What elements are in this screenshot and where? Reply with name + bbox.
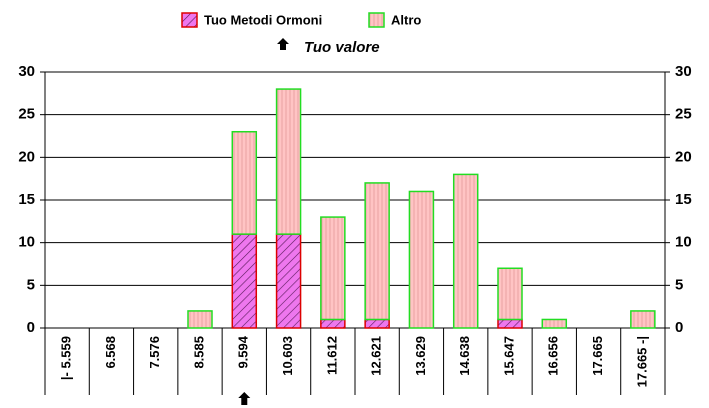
x-tick-label: 6.568 (103, 336, 118, 369)
bar (497, 267, 523, 321)
annotation-text: Tuo valore (304, 39, 380, 56)
x-tick-label: 7.576 (147, 336, 162, 369)
y2-tick-label: 30 (675, 63, 692, 80)
annotation-arrow (277, 38, 289, 50)
y2-tick-label: 5 (675, 276, 683, 293)
y-tick-label: 25 (18, 106, 35, 123)
legend-swatch (368, 12, 385, 28)
bar (497, 318, 523, 329)
x-tick-label: 17.665 -| (634, 336, 649, 387)
bar (320, 318, 346, 329)
y-tick-label: 10 (18, 234, 35, 251)
bar (231, 130, 258, 235)
y2-tick-label: 0 (675, 319, 683, 336)
legend-swatch (181, 12, 198, 28)
bar (630, 310, 656, 329)
bar (408, 190, 435, 329)
bar (187, 310, 213, 329)
x-tick-label: 13.629 (413, 336, 428, 376)
bar (275, 233, 302, 329)
x-tick-label: 16.656 (546, 336, 561, 376)
bar (452, 173, 479, 329)
bar (231, 233, 258, 329)
legend-label: Altro (391, 12, 421, 27)
x-tick-label: 17.665 (590, 336, 605, 376)
bar (275, 88, 302, 235)
y2-tick-label: 20 (675, 148, 692, 165)
y2-tick-label: 25 (675, 106, 692, 123)
x-tick-label: 8.585 (191, 336, 206, 369)
bar (364, 182, 390, 321)
bar (541, 318, 568, 329)
x-tick-label: 9.594 (236, 335, 251, 368)
x-tick-label: 12.621 (369, 336, 384, 376)
x-tick-label: 14.638 (457, 336, 472, 376)
y-tick-label: 5 (27, 276, 35, 293)
y-tick-label: 15 (18, 191, 35, 208)
y-tick-label: 30 (18, 63, 35, 80)
bar (320, 216, 346, 321)
y2-tick-label: 10 (675, 234, 692, 251)
y2-tick-label: 15 (675, 191, 692, 208)
legend-label: Tuo Metodi Ormoni (204, 12, 322, 27)
y-tick-label: 0 (27, 319, 35, 336)
bar (364, 318, 390, 329)
y-tick-label: 20 (18, 148, 35, 165)
value-arrow (238, 392, 251, 405)
x-tick-label: 10.603 (280, 336, 295, 376)
x-tick-label: 15.647 (501, 336, 516, 376)
x-tick-label: 11.612 (324, 336, 339, 375)
x-tick-label: |- 5.559 (59, 336, 74, 380)
